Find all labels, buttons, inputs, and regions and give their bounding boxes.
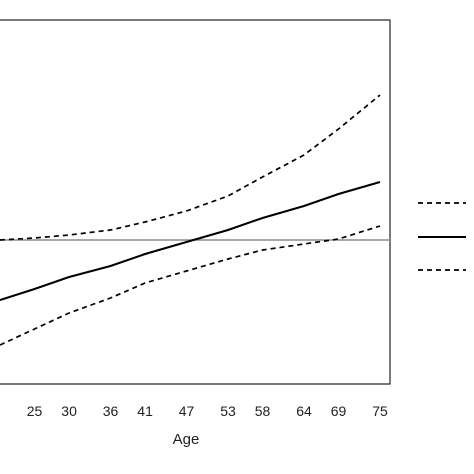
- series-line-2: [0, 181, 381, 301]
- x-tick-label: 36: [103, 403, 119, 419]
- plot-frame: [0, 19, 391, 385]
- x-tick-label: 25: [27, 403, 43, 419]
- series-line-3: [0, 225, 381, 346]
- x-tick-label: 64: [296, 403, 312, 419]
- x-tick-labels: 25 30 36 41 47 53 58 64 69 75: [27, 403, 388, 419]
- x-tick-label: 69: [331, 403, 347, 419]
- series-line-1: [0, 94, 381, 241]
- x-axis-title: Age: [173, 431, 200, 448]
- series-layer: [0, 94, 381, 346]
- x-tick-label: 41: [137, 403, 153, 419]
- x-tick-label: 58: [255, 403, 271, 419]
- x-tick-label: 47: [179, 403, 195, 419]
- x-tick-label: 53: [220, 403, 236, 419]
- x-tick-label: 75: [372, 403, 388, 419]
- legend: [418, 202, 466, 271]
- x-tick-label: 30: [61, 403, 77, 419]
